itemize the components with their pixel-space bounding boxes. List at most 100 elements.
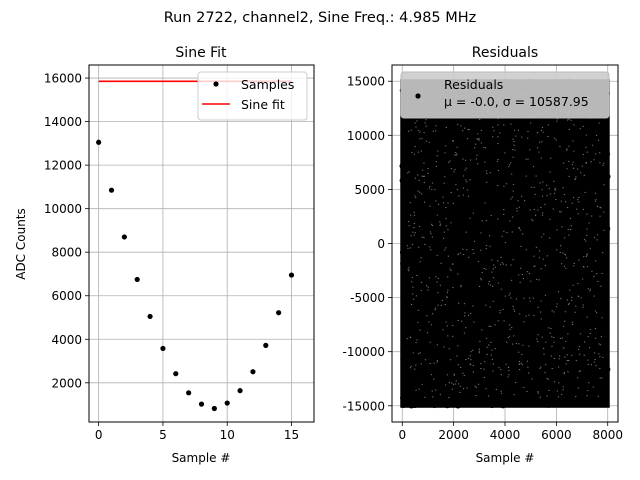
residual-gap xyxy=(564,237,566,239)
residual-gap xyxy=(581,165,583,167)
residual-gap xyxy=(488,281,491,283)
residual-gap xyxy=(547,378,549,380)
residual-point xyxy=(483,274,489,281)
residual-point xyxy=(578,118,585,125)
residual-gap xyxy=(582,125,584,127)
residual-gap xyxy=(410,365,412,367)
residual-gap xyxy=(590,161,592,163)
residual-point xyxy=(554,359,560,365)
residual-point xyxy=(484,370,491,377)
residual-point xyxy=(596,364,603,370)
residual-point xyxy=(527,332,534,339)
residual-point xyxy=(458,129,465,136)
residual-point xyxy=(582,373,589,380)
residual-gap xyxy=(589,332,591,334)
sine-fit-x-tick-label: 5 xyxy=(159,428,167,442)
residual-gap xyxy=(433,378,435,380)
residual-gap xyxy=(456,153,458,155)
residual-gap xyxy=(452,287,454,289)
residual-gap xyxy=(425,140,428,142)
residual-gap xyxy=(518,274,520,276)
residual-point xyxy=(400,356,406,363)
residual-point xyxy=(448,141,455,148)
residual-gap xyxy=(440,304,442,306)
residual-gap xyxy=(594,200,596,202)
residual-point xyxy=(574,209,580,216)
residual-gap xyxy=(586,228,588,230)
residual-gap xyxy=(589,329,592,331)
residual-gap xyxy=(457,345,459,347)
residual-gap xyxy=(583,174,585,176)
residual-point xyxy=(508,174,515,181)
residual-gap xyxy=(451,388,453,390)
residual-gap xyxy=(453,373,455,375)
residual-point xyxy=(517,271,523,278)
residual-point xyxy=(478,185,485,192)
residual-point xyxy=(491,197,498,203)
residual-gap xyxy=(555,199,557,201)
residual-point xyxy=(475,253,482,260)
residual-gap xyxy=(476,154,478,156)
residual-gap xyxy=(503,230,505,232)
residual-gap xyxy=(466,138,469,140)
residual-point xyxy=(427,295,434,301)
residual-gap xyxy=(575,395,577,397)
residual-gap xyxy=(447,289,449,291)
residual-point xyxy=(543,377,549,384)
residual-point xyxy=(589,204,596,211)
residual-gap xyxy=(483,368,485,370)
residual-point xyxy=(573,282,579,289)
residual-gap xyxy=(559,251,561,253)
residual-gap xyxy=(599,215,601,217)
residual-point xyxy=(481,151,487,157)
residual-point xyxy=(511,151,517,157)
residual-point xyxy=(560,325,566,332)
residuals-y-tick-label: -5000 xyxy=(350,291,385,305)
residual-gap xyxy=(450,192,452,194)
residual-gap xyxy=(458,302,460,304)
residual-gap xyxy=(556,118,558,120)
residual-gap xyxy=(488,395,490,397)
residual-gap xyxy=(445,145,447,147)
residual-gap xyxy=(511,196,513,198)
residual-gap xyxy=(415,364,417,366)
residual-point xyxy=(494,385,501,391)
residual-point xyxy=(489,364,496,371)
residual-point xyxy=(604,151,611,157)
residual-point xyxy=(482,163,488,169)
residual-point xyxy=(582,281,588,288)
residual-gap xyxy=(556,249,558,251)
residual-point xyxy=(602,118,609,125)
residual-gap xyxy=(525,249,527,251)
residual-gap xyxy=(529,297,531,299)
sine-fit-x-tick-label: 15 xyxy=(284,428,299,442)
residual-point xyxy=(542,146,549,153)
residual-gap xyxy=(445,207,447,209)
residual-point xyxy=(532,264,539,271)
residual-point xyxy=(550,243,556,250)
residual-gap xyxy=(562,162,565,164)
residual-gap xyxy=(575,360,577,362)
residual-gap xyxy=(492,136,494,138)
residual-point xyxy=(536,139,542,146)
residual-gap xyxy=(436,360,439,362)
residual-point xyxy=(477,239,484,245)
residual-gap xyxy=(546,195,548,197)
residual-gap xyxy=(574,178,577,180)
residual-point xyxy=(543,361,550,367)
residual-gap xyxy=(493,130,495,132)
residual-gap xyxy=(428,187,430,189)
residual-gap xyxy=(430,324,432,326)
sample-point xyxy=(96,139,102,145)
residual-gap xyxy=(583,354,585,356)
residual-gap xyxy=(455,184,457,186)
residual-gap xyxy=(428,321,430,323)
residual-point xyxy=(458,342,464,348)
residual-gap xyxy=(424,359,427,361)
residual-gap xyxy=(564,356,566,358)
residual-gap xyxy=(503,185,505,187)
legend-residuals-stats: μ = -0.0, σ = 10587.95 xyxy=(444,94,589,109)
residual-gap xyxy=(551,310,553,312)
residual-gap xyxy=(520,245,522,247)
residual-point xyxy=(432,162,439,169)
